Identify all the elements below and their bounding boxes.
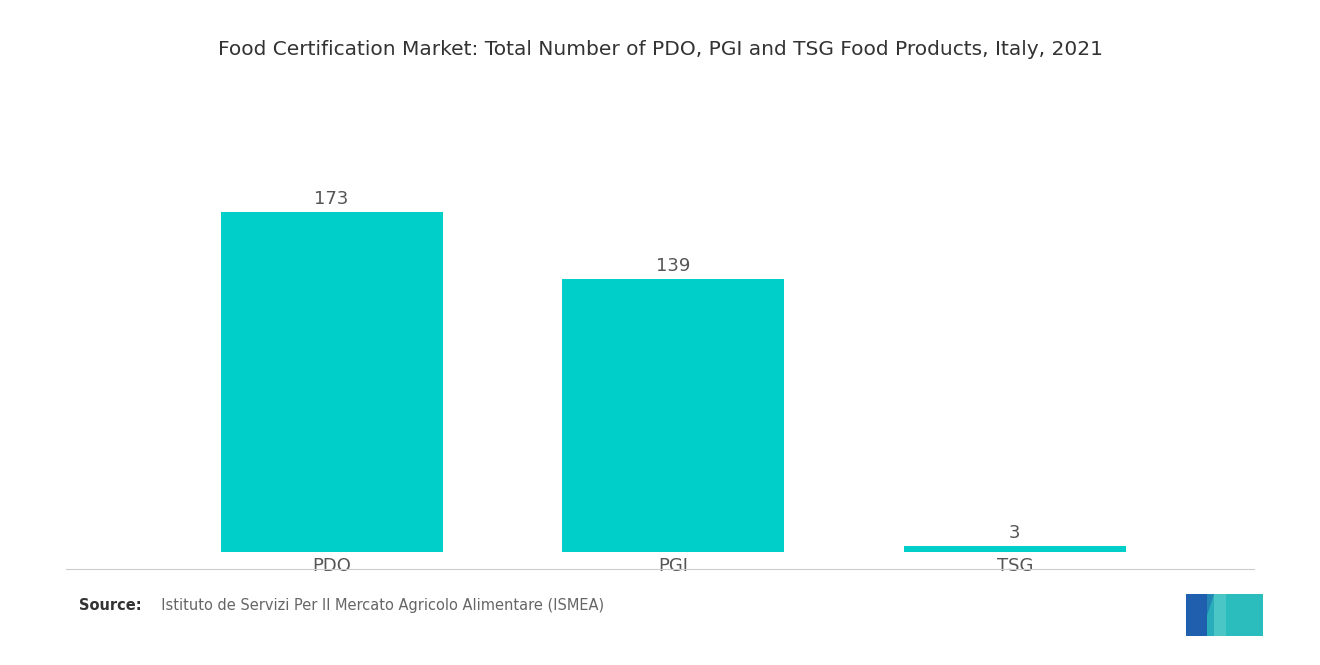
Polygon shape — [1185, 595, 1214, 636]
Polygon shape — [1208, 595, 1229, 636]
Bar — [904, 546, 1126, 552]
Polygon shape — [1185, 595, 1214, 636]
Text: Istituto de Servizi Per Il Mercato Agricolo Alimentare (ISMEA): Istituto de Servizi Per Il Mercato Agric… — [152, 598, 605, 612]
Polygon shape — [1226, 595, 1263, 636]
Text: 3: 3 — [1008, 524, 1020, 542]
Bar — [220, 212, 442, 552]
Text: 139: 139 — [656, 257, 690, 275]
Text: Food Certification Market: Total Number of PDO, PGI and TSG Food Products, Italy: Food Certification Market: Total Number … — [218, 40, 1102, 59]
Text: Source:: Source: — [79, 598, 141, 612]
Bar — [562, 279, 784, 552]
Text: 173: 173 — [314, 190, 348, 208]
